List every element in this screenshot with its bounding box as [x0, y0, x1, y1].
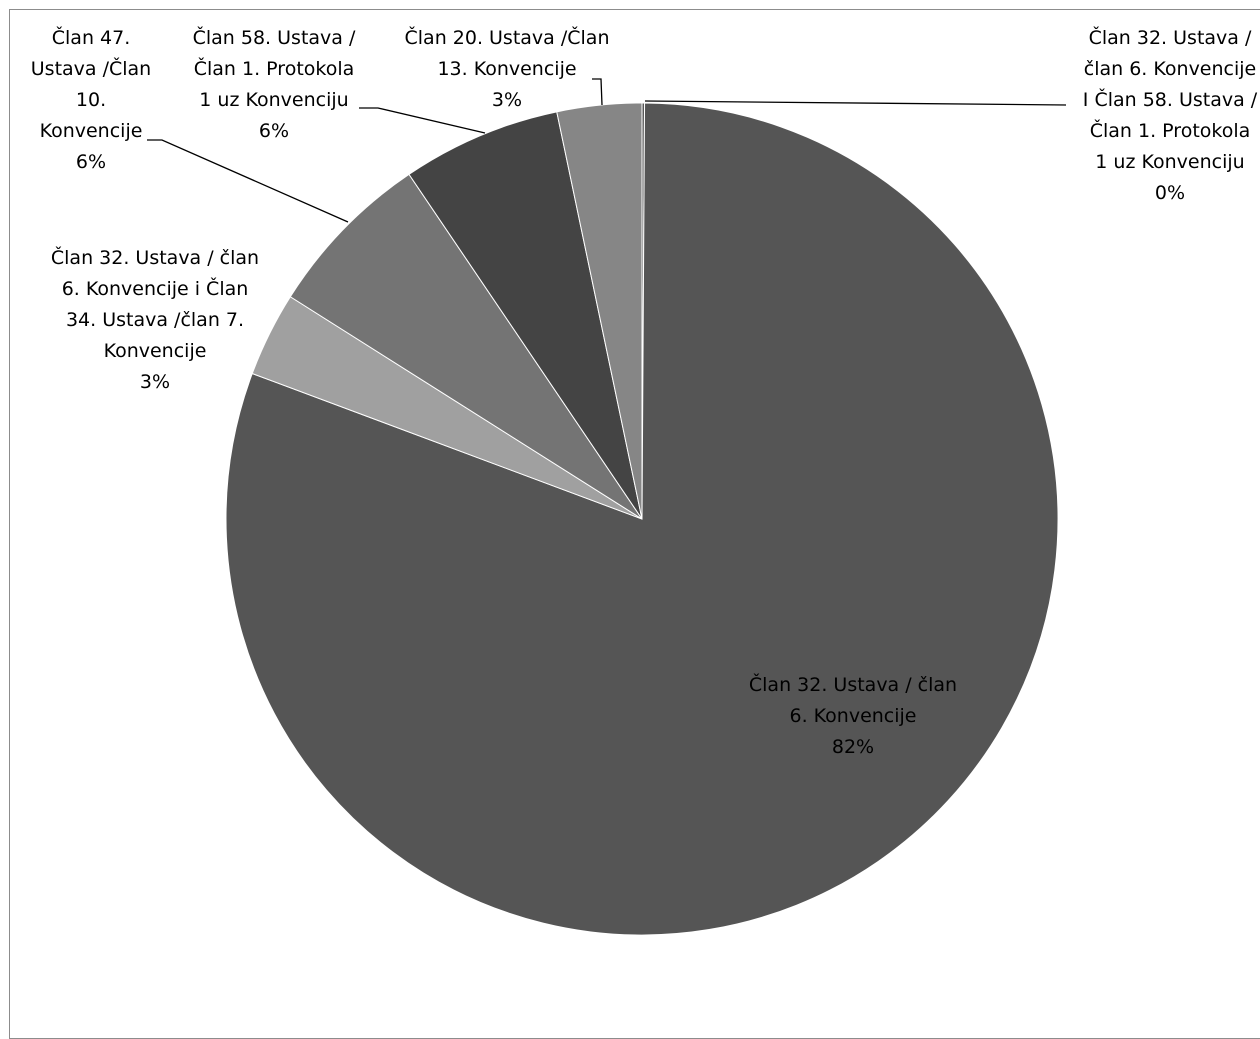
data-label-percent: 6% [76, 151, 106, 173]
data-label-line: 13. Konvencije [437, 58, 576, 80]
data-label-line: 34. Ustava /član 7. [66, 309, 244, 331]
data-label-percent: 6% [259, 120, 289, 142]
data-label-3: Član 47. Ustava /Član 10. Konvencije 6% [31, 25, 151, 173]
data-label-percent: 3% [492, 89, 522, 111]
data-label-5: Član 20. Ustava /Član 13. Konvencije 3% [405, 25, 610, 111]
data-labels-group: Član 32. Ustava / član 6. Konvencije I Čla… [31, 25, 1258, 758]
data-label-percent: 3% [140, 371, 170, 393]
data-label-2: Član 32. Ustava / član 6. Konvencije i Čl… [51, 245, 259, 393]
data-label-line: Član 47. [52, 25, 131, 49]
pie-slice-3 [289, 173, 643, 520]
data-label-4: Član 58. Ustava / Član 1. Protokola 1 uz K… [193, 25, 356, 142]
data-label-line: 1 uz Konvenciju [199, 89, 348, 111]
data-label-percent: 0% [1155, 182, 1185, 204]
data-label-line: Član 32. Ustava / član [51, 245, 259, 269]
data-label-line: I Član 58. Ustava / [1083, 87, 1258, 111]
leader-line-5 [592, 78, 603, 106]
data-label-line: Konvencije [40, 120, 143, 142]
data-label-line: 10. [76, 89, 106, 111]
data-label-line: Konvencije [104, 340, 207, 362]
pie-slice-5 [556, 102, 643, 520]
leader-lines-group [147, 78, 1067, 223]
data-label-line: Član 1. Protokola [194, 56, 355, 80]
data-label-line: Član 32. Ustava / [1089, 25, 1252, 49]
leader-line-4 [359, 107, 486, 134]
data-label-line: Član 1. Protokola [1090, 118, 1251, 142]
data-label-1: Član 32. Ustava / član 6. Konvencije 82% [749, 672, 957, 758]
data-label-line: Član 20. Ustava /Član [405, 25, 610, 49]
data-label-line: 6. Konvencije [789, 705, 916, 727]
slices-group [225, 102, 1059, 936]
data-label-line: Član 58. Ustava / [193, 25, 356, 49]
data-label-percent: 82% [832, 736, 874, 758]
leader-line-3 [147, 139, 349, 223]
data-label-0: Član 32. Ustava / član 6. Konvencije I Čla… [1083, 25, 1258, 204]
data-label-line: Ustava /Član [31, 56, 151, 80]
data-label-line: 1 uz Konvenciju [1095, 151, 1244, 173]
pie-slice-4 [408, 111, 643, 520]
data-label-line: član 6. Konvencije [1084, 58, 1256, 80]
data-label-line: Član 32. Ustava / član [749, 672, 957, 696]
data-label-line: 6. Konvencije i Član [62, 276, 249, 300]
leader-line-0 [644, 100, 1067, 106]
